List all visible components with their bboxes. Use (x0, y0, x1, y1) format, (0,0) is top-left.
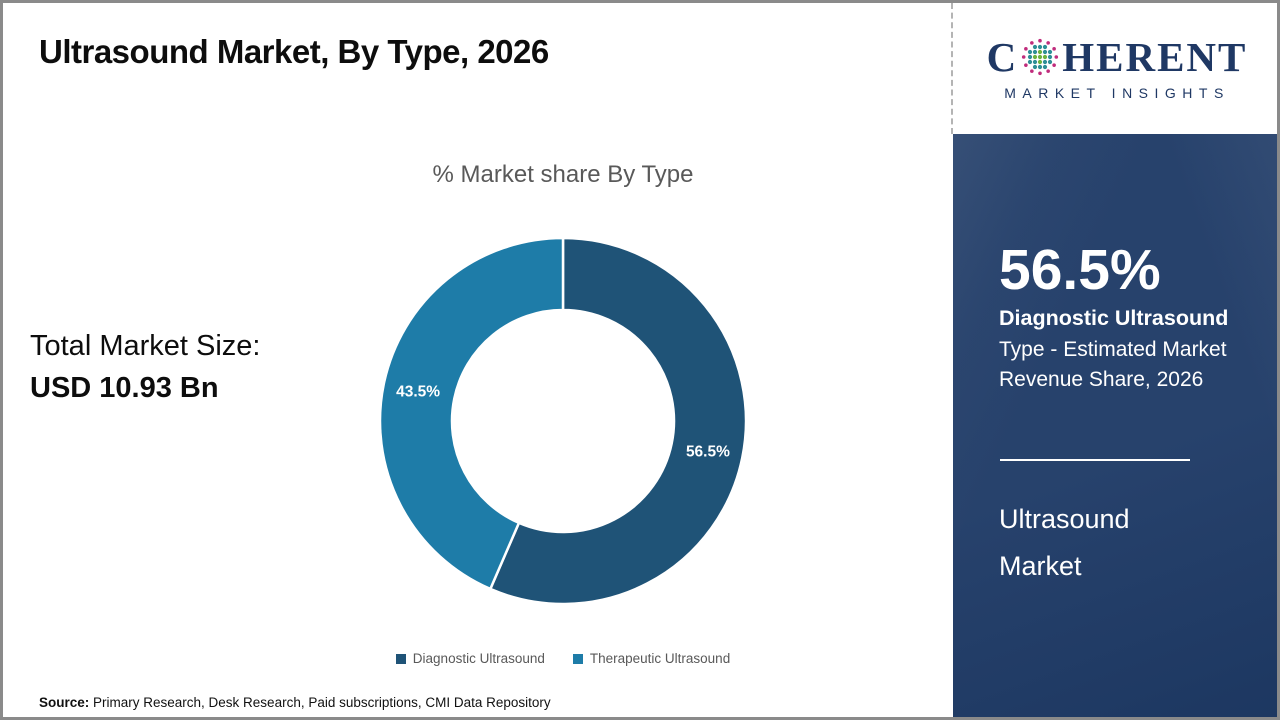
logo-globe-dot (1033, 59, 1038, 65)
donut-slice-0[interactable] (488, 236, 748, 606)
logo-globe-dot (1043, 44, 1048, 50)
brand-subtitle: MARKET INSIGHTS (1004, 85, 1230, 101)
total-market-size-label: Total Market Size: (30, 330, 261, 362)
sidebar-stat-description: Type - Estimated Market Revenue Share, 2… (999, 338, 1227, 391)
logo-globe-dot (1033, 54, 1038, 60)
logo-globe-dot (1038, 59, 1043, 65)
logo-globe-dot (1048, 59, 1053, 65)
logo-globe-dot (1052, 47, 1057, 51)
chart-legend: Diagnostic Ultrasound Therapeutic Ultraso… (313, 651, 813, 666)
logo-globe-dot (1030, 41, 1034, 45)
logo-globe-dot (1043, 49, 1048, 55)
logo-globe-dot (1033, 44, 1038, 50)
legend-swatch-icon (572, 653, 583, 664)
slice-data-label: 56.5% (686, 444, 730, 461)
logo-globe-dot (1048, 49, 1053, 55)
brand-wordmark: C HERENT (987, 36, 1248, 78)
logo-globe-dot (1054, 55, 1059, 59)
logo-globe-dot (1024, 47, 1028, 51)
logo-globe-dot (1033, 49, 1038, 55)
logo-globe-dot (1038, 64, 1043, 70)
brand-letters-rest: HERENT (1062, 33, 1248, 80)
logo-globe-dot (1030, 69, 1034, 73)
logo-globe-dot (1046, 69, 1051, 73)
logo-globe-dot (1043, 59, 1048, 65)
slice-data-label: 43.5% (396, 383, 440, 400)
logo-globe-dot (1038, 44, 1043, 50)
logo-globe-dot (1038, 38, 1043, 43)
logo-globe-dot (1038, 54, 1043, 60)
legend-item[interactable]: Diagnostic Ultrasound (395, 651, 545, 666)
logo-globe-dot (1046, 41, 1051, 45)
sidebar-divider (1000, 459, 1190, 461)
source-note: Source: Primary Research, Desk Research,… (39, 695, 551, 710)
total-market-size-value: USD 10.93 Bn (30, 372, 219, 404)
total-market-size: Total Market Size: USD 10.93 Bn (30, 325, 260, 409)
donut-slice-1[interactable] (378, 236, 565, 591)
sidebar-market-name: Ultrasound Market (999, 504, 1130, 581)
legend-swatch-icon (395, 653, 406, 664)
logo-globe-icon (1022, 38, 1059, 76)
logo-globe-dot (1028, 59, 1033, 65)
sidebar-stat-title: Diagnostic Ultrasound (999, 306, 1229, 330)
donut-chart[interactable]: 56.5% 43.5% (373, 231, 753, 611)
logo-globe-dot (1038, 71, 1043, 76)
logo-globe-dot (1043, 64, 1048, 70)
brand-logo: C HERENT MARKET INSIGHTS (951, 3, 1277, 134)
logo-globe-dot (1028, 49, 1033, 55)
source-label: Source: (39, 695, 90, 710)
logo-globe-dot (1022, 55, 1026, 59)
legend-label: Therapeutic Ultrasound (589, 651, 731, 666)
logo-globe-dot (1028, 54, 1033, 60)
page-title: Ultrasound Market, By Type, 2026 (39, 33, 549, 70)
highlight-sidebar: 56.5% Diagnostic Ultrasound Type - Estim… (953, 134, 1277, 717)
chart-title: % Market share By Type (432, 161, 694, 188)
logo-globe-dot (1038, 49, 1043, 55)
legend-item[interactable]: Therapeutic Ultrasound (572, 651, 731, 666)
legend-label: Diagnostic Ultrasound (412, 651, 545, 666)
sidebar-stat-value: 56.5% (999, 238, 1161, 302)
logo-globe-dot (1033, 64, 1038, 70)
brand-letter-c: C (986, 33, 1019, 80)
logo-globe-dot (1024, 63, 1028, 67)
logo-globe-dot (1052, 63, 1057, 67)
logo-globe-dot (1043, 54, 1048, 60)
logo-globe-dot (1048, 54, 1053, 60)
source-text: Primary Research, Desk Research, Paid su… (89, 695, 551, 710)
